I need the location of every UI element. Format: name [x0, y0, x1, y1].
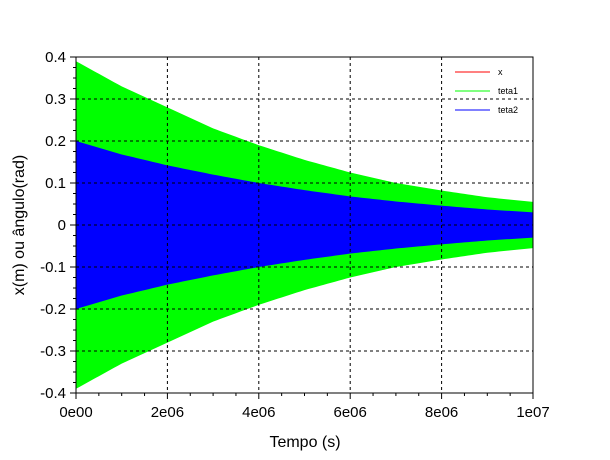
x-tick-label: 4e06 — [242, 404, 275, 421]
y-axis-title: x(m) ou ângulo(rad) — [11, 155, 28, 296]
x-axis-title: Tempo (s) — [269, 434, 340, 451]
y-tick-label: 0.1 — [45, 175, 66, 192]
y-tick-label: -0.1 — [40, 259, 66, 276]
legend-label-x: x — [498, 67, 503, 77]
legend-label-teta2: teta2 — [498, 105, 518, 115]
grid — [76, 57, 533, 393]
y-tick-labels: -0.4 -0.3 -0.2 -0.1 0 0.1 0.2 0.3 0.4 — [40, 49, 66, 402]
y-tick-label: 0.3 — [45, 91, 66, 108]
legend-label-teta1: teta1 — [498, 86, 518, 96]
y-tick-label: -0.2 — [40, 301, 66, 318]
x-tick-label: 1e07 — [516, 404, 549, 421]
y-tick-label: -0.4 — [40, 385, 66, 402]
y-tick-label: -0.3 — [40, 343, 66, 360]
y-tick-label: 0 — [58, 217, 66, 234]
x-tick-label: 6e06 — [334, 404, 367, 421]
x-tick-label: 8e06 — [425, 404, 458, 421]
y-tick-label: 0.2 — [45, 133, 66, 150]
x-tick-label: 0e00 — [59, 404, 92, 421]
x-tick-label: 2e06 — [151, 404, 184, 421]
legend: x teta1 teta2 — [455, 67, 518, 115]
y-tick-label: 0.4 — [45, 49, 66, 66]
ticks — [70, 56, 534, 399]
x-tick-labels: 0e00 2e06 4e06 6e06 8e06 1e07 — [59, 404, 549, 421]
